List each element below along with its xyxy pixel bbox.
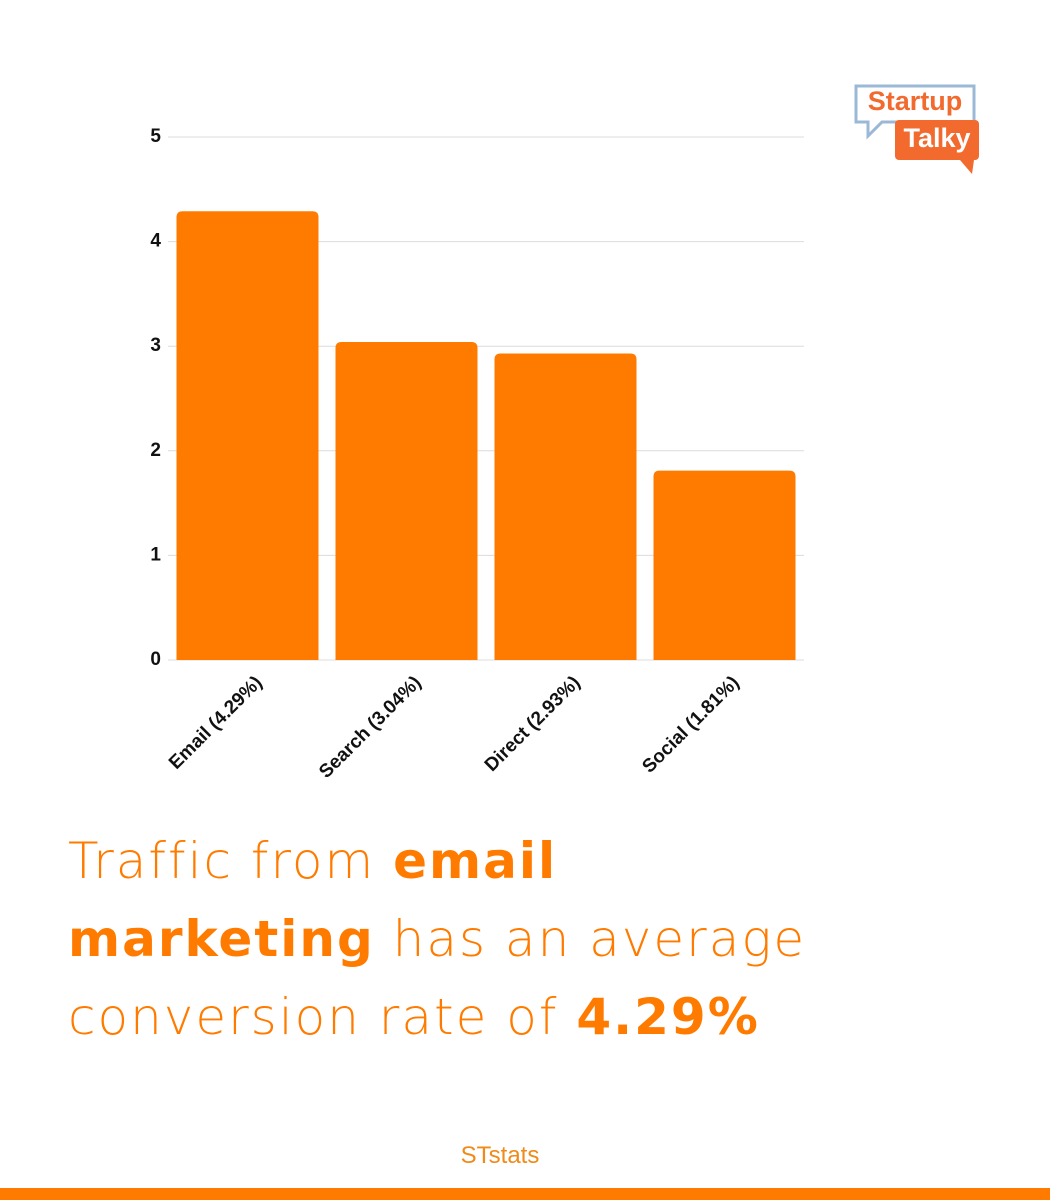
y-tick-label: 4 — [150, 231, 161, 252]
logo-bubble — [854, 84, 976, 140]
x-tick-label: Search (3.04%) — [315, 672, 425, 782]
headline: Traffic from email marketing has an aver… — [68, 822, 868, 1056]
chart: Startup Talky 0 1 2 3 4 5 Email (4.29%) Search … — [150, 84, 979, 783]
footer: STstats — [460, 1142, 540, 1169]
logo-tail — [960, 160, 974, 174]
bar — [494, 353, 637, 660]
y-tick-label: 0 — [150, 649, 161, 670]
headline-emphasis: 4.29% — [576, 988, 760, 1046]
y-tick-label: 3 — [150, 335, 161, 356]
bottom-bar — [0, 1188, 1050, 1200]
headline-text: Traffic from — [68, 832, 376, 890]
logo: Startup Talky — [854, 84, 979, 174]
y-tick-label: 5 — [150, 126, 161, 147]
y-tick-label: 2 — [150, 440, 161, 461]
x-tick-label: Social (1.81%) — [638, 672, 743, 777]
headline-emphasis: email marketing — [68, 832, 558, 968]
logo-box — [895, 120, 979, 160]
x-tick-label: Email (4.29%) — [165, 672, 266, 773]
logo-line1: Startup — [868, 86, 963, 116]
headline-text: has an average conversion rate of — [68, 910, 807, 1046]
bar — [176, 211, 319, 661]
y-tick-label: 1 — [150, 544, 161, 565]
bar — [335, 342, 478, 660]
logo-line2: Talky — [903, 123, 970, 153]
x-tick-label: Direct (2.93%) — [481, 672, 585, 776]
bar — [653, 470, 796, 660]
